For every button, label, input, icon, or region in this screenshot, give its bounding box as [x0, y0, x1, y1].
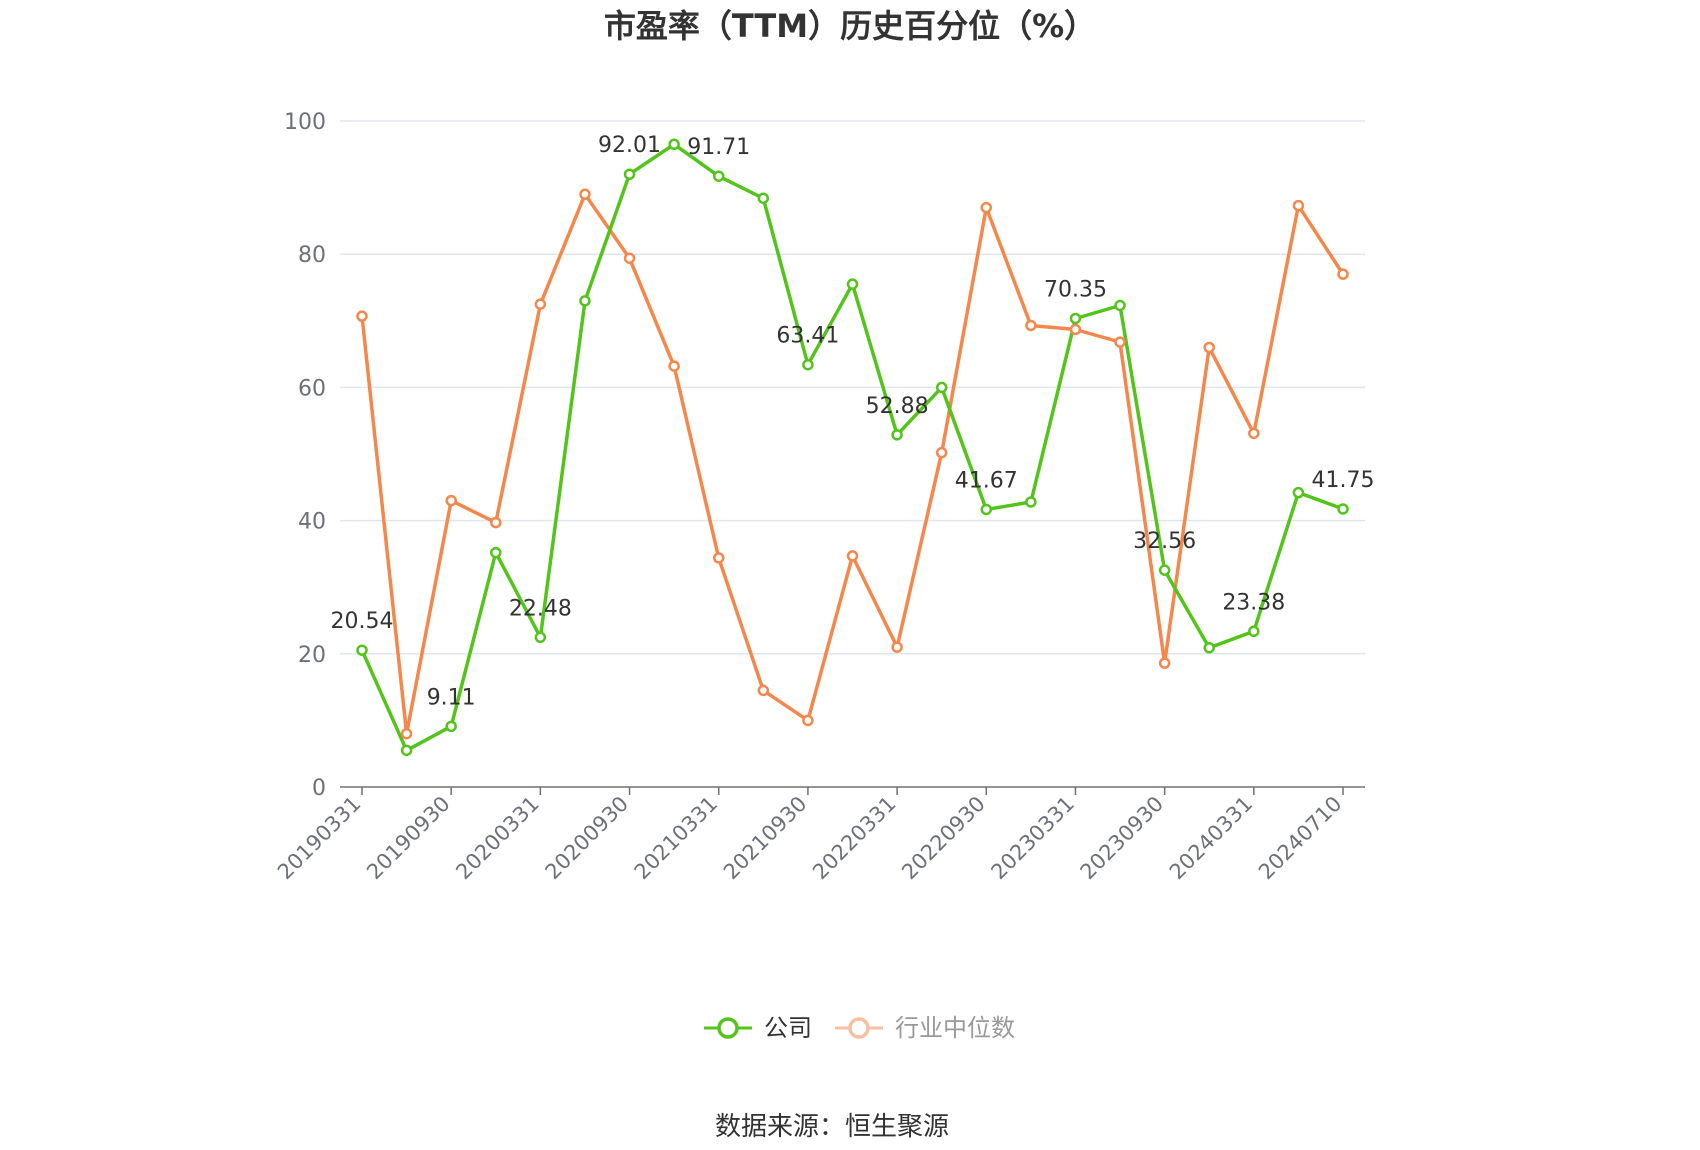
legend-industry-label: 行业中位数 [895, 1014, 1015, 1042]
x-tick-label: 20240710 [1254, 792, 1347, 885]
data-label: 41.75 [1312, 468, 1375, 493]
data-point [802, 358, 814, 371]
legend-item-company[interactable]: 公司 [704, 1014, 812, 1042]
data-label: 63.41 [776, 324, 839, 349]
data-point [445, 494, 457, 507]
data-point [935, 446, 948, 459]
data-point [1158, 564, 1171, 576]
data-point [356, 310, 368, 322]
y-tick-label: 80 [298, 243, 326, 268]
data-label: 92.01 [598, 133, 661, 158]
data-point [490, 546, 502, 559]
x-tick-label: 20190930 [362, 792, 455, 885]
data-point [579, 295, 591, 307]
x-tick-label: 20230930 [1076, 792, 1169, 885]
data-point [846, 278, 859, 290]
data-label: 32.56 [1133, 529, 1196, 554]
data-label: 22.48 [509, 596, 572, 621]
data-point [802, 714, 814, 727]
data-point [712, 552, 725, 564]
x-tick-label: 20210930 [719, 792, 812, 885]
x-tick-label: 20220930 [897, 792, 990, 885]
x-tick-label: 20230331 [986, 792, 1079, 885]
data-point [712, 170, 725, 182]
data-point [1203, 341, 1215, 354]
data-point [1114, 336, 1126, 348]
data-point [534, 298, 547, 310]
series-points [356, 138, 1349, 757]
legend-company-label: 公司 [764, 1014, 812, 1042]
data-point [980, 201, 993, 214]
chart-title: 市盈率（TTM）历史百分位（%） [604, 7, 1096, 45]
x-tick-label: 20190331 [273, 792, 366, 885]
data-point [1069, 323, 1082, 336]
data-point [534, 631, 547, 644]
x-tick-label: 20210331 [630, 792, 723, 885]
data-point [668, 138, 680, 151]
data-source: 数据来源：恒生聚源 [715, 1112, 949, 1142]
x-tick-label: 20220331 [808, 792, 901, 885]
data-point [1248, 427, 1260, 440]
y-tick-label: 100 [284, 110, 326, 135]
data-label: 20.54 [331, 609, 394, 634]
data-point [579, 188, 591, 201]
legend-company-circle-icon [717, 1017, 739, 1039]
data-point [891, 641, 903, 653]
data-point [891, 429, 903, 441]
series-lines [360, 142, 1345, 753]
data-label: 52.88 [866, 394, 929, 419]
data-point [935, 381, 948, 394]
x-tick-label: 20200331 [451, 792, 544, 885]
data-label: 91.71 [687, 135, 750, 160]
series-line-1 [360, 192, 1345, 736]
x-tick-label: 20200930 [541, 792, 634, 885]
data-label: 41.67 [955, 468, 1018, 493]
data-point [1025, 496, 1037, 508]
data-point [1248, 625, 1260, 638]
y-tick-label: 20 [298, 643, 326, 668]
data-point [757, 684, 770, 697]
data-labels: 20.54 9.11 22.48 92.01 91.71 63.41 52.88 41.67 7… [331, 133, 1375, 710]
data-label: 9.11 [427, 685, 476, 710]
data-point [1025, 319, 1037, 332]
y-tick-label: 40 [298, 510, 326, 535]
data-point [623, 168, 636, 180]
y-tick-label: 60 [298, 376, 326, 401]
data-point [668, 360, 680, 372]
data-label: 70.35 [1044, 277, 1107, 302]
data-point [980, 503, 993, 516]
data-point [1158, 657, 1171, 669]
data-point [400, 744, 413, 757]
data-point [1203, 642, 1215, 654]
data-point [400, 727, 413, 740]
legend: 公司 行业中位数 [704, 1014, 1015, 1042]
data-point [445, 720, 457, 733]
data-point [1114, 299, 1126, 312]
data-point [490, 516, 502, 529]
data-point [1069, 312, 1082, 325]
legend-industry-circle-icon [848, 1017, 870, 1039]
data-point [623, 252, 636, 264]
data-point [1337, 268, 1349, 280]
legend-item-industry-median[interactable]: 行业中位数 [835, 1014, 1015, 1042]
x-axis: 2019033120190930202003312020093020210331… [273, 786, 1365, 885]
x-tick-label: 20240331 [1165, 792, 1258, 885]
data-point [1292, 486, 1305, 499]
y-axis-ticks: 0 20 40 60 80 100 [284, 110, 326, 801]
data-point [356, 644, 368, 656]
data-point [1337, 503, 1349, 515]
grid [340, 120, 1365, 655]
y-tick-label: 0 [312, 776, 326, 801]
data-point [1292, 199, 1305, 212]
data-label: 23.38 [1222, 590, 1285, 615]
data-point [846, 550, 859, 562]
data-point [757, 192, 770, 205]
